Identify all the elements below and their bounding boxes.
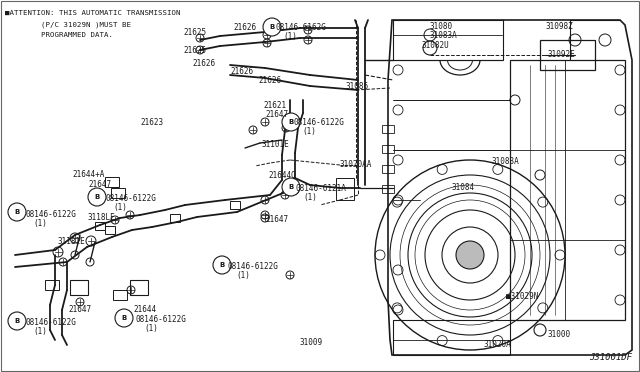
Text: 31009: 31009 bbox=[300, 338, 323, 347]
Text: 21626: 21626 bbox=[233, 23, 256, 32]
Text: (1): (1) bbox=[283, 32, 297, 41]
Circle shape bbox=[115, 309, 133, 327]
Circle shape bbox=[213, 256, 231, 274]
Text: 21625: 21625 bbox=[183, 46, 206, 55]
Text: B: B bbox=[289, 184, 294, 190]
Bar bbox=[336, 178, 354, 200]
Text: 21644: 21644 bbox=[133, 305, 156, 314]
Circle shape bbox=[8, 312, 26, 330]
Text: B: B bbox=[289, 119, 294, 125]
Bar bbox=[170, 214, 180, 222]
Bar bbox=[95, 222, 105, 230]
Text: ■31029N: ■31029N bbox=[506, 292, 538, 301]
Text: 21647: 21647 bbox=[265, 215, 288, 224]
Text: PROGRAMMED DATA.: PROGRAMMED DATA. bbox=[5, 32, 113, 38]
Bar bbox=[393, 320, 510, 355]
Circle shape bbox=[282, 113, 300, 131]
Bar bbox=[70, 280, 88, 295]
Bar bbox=[382, 145, 394, 153]
Text: 21623: 21623 bbox=[140, 118, 163, 127]
Text: 31083A: 31083A bbox=[492, 157, 520, 166]
Text: J31001DF: J31001DF bbox=[589, 353, 632, 362]
Circle shape bbox=[8, 203, 26, 221]
Bar bbox=[540, 40, 595, 70]
Text: 08146-6122G: 08146-6122G bbox=[228, 262, 279, 271]
Text: 31086: 31086 bbox=[345, 82, 368, 91]
Text: 31020A: 31020A bbox=[483, 340, 511, 349]
Text: (1): (1) bbox=[33, 219, 47, 228]
Text: 21626: 21626 bbox=[258, 76, 281, 85]
Bar bbox=[130, 280, 148, 295]
Circle shape bbox=[456, 241, 484, 269]
Text: 21625: 21625 bbox=[183, 28, 206, 37]
Bar bbox=[393, 20, 503, 60]
Bar bbox=[382, 125, 394, 133]
Text: (1): (1) bbox=[302, 127, 316, 136]
Text: (1): (1) bbox=[303, 193, 317, 202]
Text: ■ATTENTION: THIS AUTOMATIC TRANSMISSION: ■ATTENTION: THIS AUTOMATIC TRANSMISSION bbox=[5, 10, 180, 16]
Text: 08146-6122G: 08146-6122G bbox=[25, 318, 76, 327]
Bar bbox=[510, 60, 625, 320]
Text: 21647: 21647 bbox=[265, 110, 288, 119]
Text: 08146-6122G: 08146-6122G bbox=[105, 194, 156, 203]
Circle shape bbox=[263, 18, 281, 36]
Text: 31098Z: 31098Z bbox=[545, 22, 573, 31]
Text: 08146-6121A: 08146-6121A bbox=[295, 184, 346, 193]
Text: B: B bbox=[220, 262, 225, 268]
Text: 31181E: 31181E bbox=[57, 237, 84, 246]
Text: (1): (1) bbox=[113, 203, 127, 212]
Text: 31000: 31000 bbox=[548, 330, 571, 339]
Text: 21647: 21647 bbox=[68, 305, 91, 314]
Text: 21644+A: 21644+A bbox=[72, 170, 104, 179]
Bar bbox=[382, 165, 394, 173]
Text: 31084: 31084 bbox=[452, 183, 475, 192]
Text: 31101E: 31101E bbox=[261, 140, 289, 149]
Bar bbox=[113, 290, 127, 300]
Text: 21621: 21621 bbox=[263, 101, 286, 110]
Text: (1): (1) bbox=[33, 327, 47, 336]
Text: (1): (1) bbox=[144, 324, 158, 333]
Text: (P/C 31029N )MUST BE: (P/C 31029N )MUST BE bbox=[5, 21, 131, 28]
Text: 31092E: 31092E bbox=[548, 50, 576, 59]
Bar bbox=[382, 185, 394, 193]
Text: 31083A: 31083A bbox=[430, 31, 458, 40]
Bar bbox=[105, 177, 119, 187]
Text: 08146-6122G: 08146-6122G bbox=[294, 118, 345, 127]
Text: B: B bbox=[94, 194, 100, 200]
Bar bbox=[230, 201, 240, 209]
Text: 3118LE: 3118LE bbox=[87, 213, 115, 222]
Text: 21647: 21647 bbox=[88, 180, 111, 189]
Circle shape bbox=[88, 188, 106, 206]
Bar bbox=[105, 226, 115, 234]
Text: B: B bbox=[14, 318, 20, 324]
Bar bbox=[111, 188, 125, 198]
Text: 21626: 21626 bbox=[230, 67, 253, 76]
Text: 21644Q: 21644Q bbox=[268, 171, 296, 180]
Text: 08146-6122G: 08146-6122G bbox=[25, 210, 76, 219]
Text: 08146-6162G: 08146-6162G bbox=[275, 23, 326, 32]
Text: 31080: 31080 bbox=[430, 22, 453, 31]
Text: (1): (1) bbox=[236, 271, 250, 280]
Circle shape bbox=[282, 178, 300, 196]
Text: 31082U: 31082U bbox=[422, 41, 450, 50]
Text: 21626: 21626 bbox=[192, 59, 215, 68]
Text: B: B bbox=[122, 315, 127, 321]
Text: B: B bbox=[269, 24, 275, 30]
Text: 08146-6122G: 08146-6122G bbox=[136, 315, 187, 324]
Text: 31020AA: 31020AA bbox=[340, 160, 372, 169]
Text: B: B bbox=[14, 209, 20, 215]
Bar bbox=[45, 280, 59, 290]
